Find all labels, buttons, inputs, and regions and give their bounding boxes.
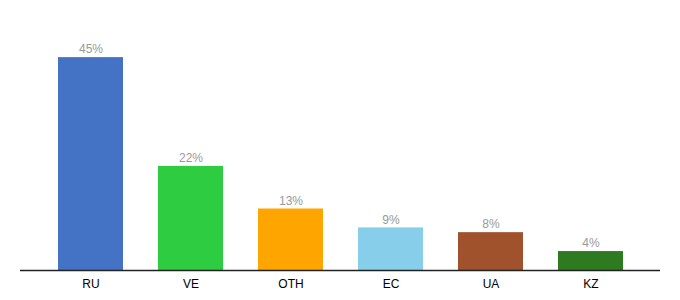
svg-text:22%: 22% xyxy=(179,151,203,165)
svg-text:UA: UA xyxy=(483,277,500,291)
svg-text:EC: EC xyxy=(383,277,400,291)
svg-text:8%: 8% xyxy=(482,217,500,231)
svg-text:45%: 45% xyxy=(79,42,103,56)
svg-text:RU: RU xyxy=(82,277,99,291)
svg-text:OTH: OTH xyxy=(278,277,303,291)
svg-text:13%: 13% xyxy=(279,194,303,208)
svg-text:9%: 9% xyxy=(382,213,400,227)
svg-text:4%: 4% xyxy=(582,236,600,250)
svg-text:VE: VE xyxy=(183,277,199,291)
svg-text:KZ: KZ xyxy=(583,277,598,291)
